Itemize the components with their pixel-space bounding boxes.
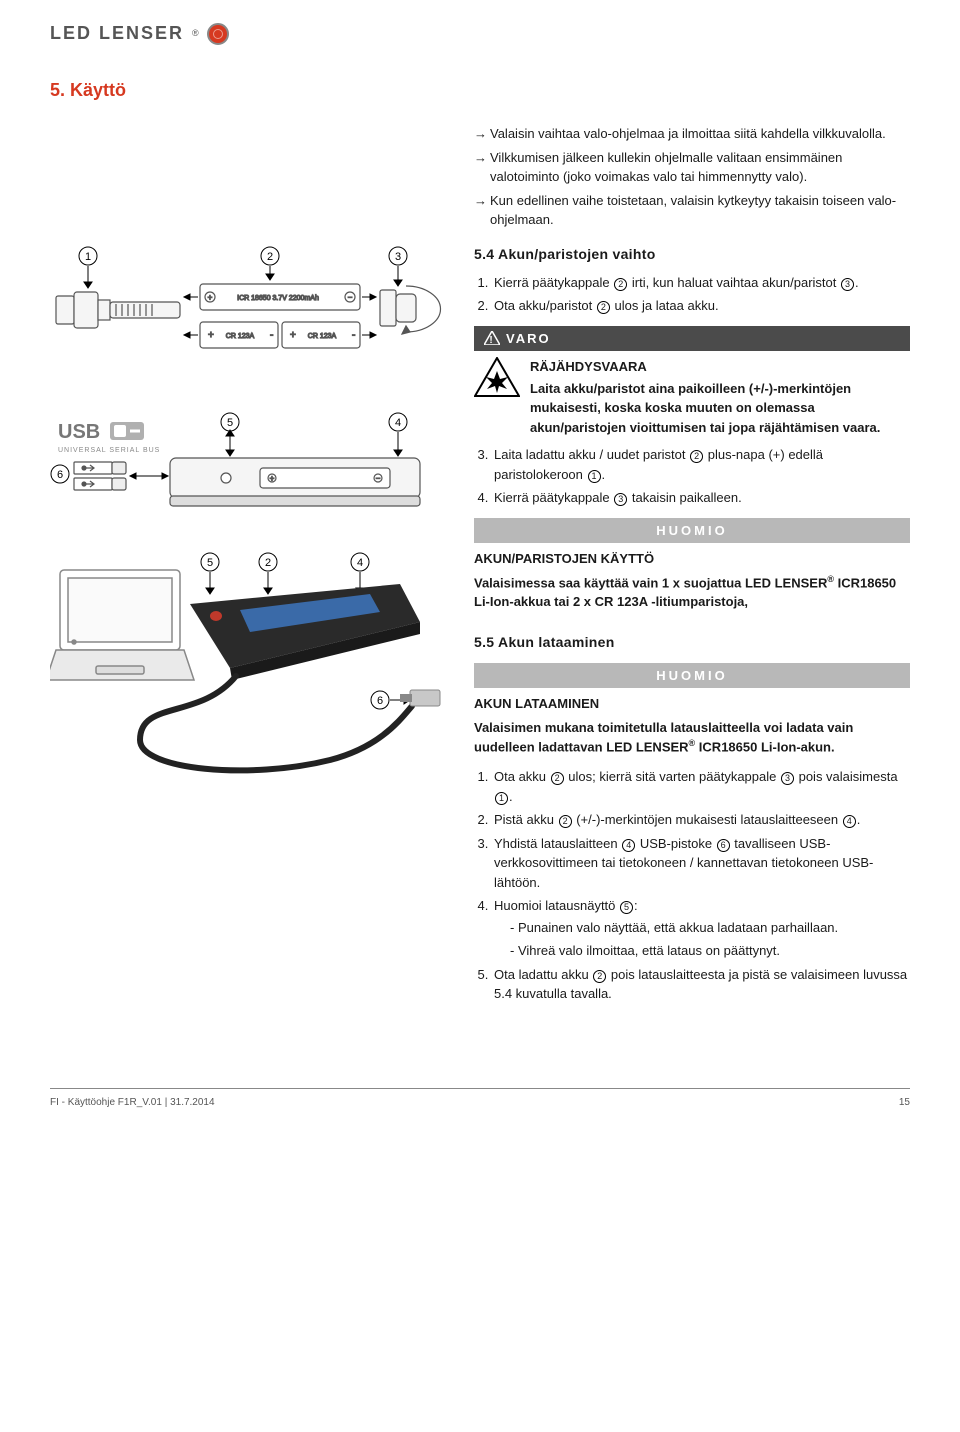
intro-item: Vilkkumisen jälkeen kullekin ohjelmalle … bbox=[474, 148, 910, 187]
warning-label: VARO bbox=[506, 329, 551, 349]
svg-text:CR 123A: CR 123A bbox=[308, 333, 337, 340]
step: Ota ladattu akku 2 pois latauslaitteesta… bbox=[492, 965, 910, 1004]
svg-text:2: 2 bbox=[267, 251, 273, 263]
step: Kierrä päätykappale 3 takaisin paikallee… bbox=[492, 488, 910, 508]
explosion-icon bbox=[474, 357, 520, 397]
svg-text:−: − bbox=[348, 293, 353, 302]
logo-dot-icon bbox=[207, 23, 229, 45]
notice-text-5-5: Valaisimen mukana toimitetulla latauslai… bbox=[474, 718, 910, 757]
svg-text:+: + bbox=[208, 330, 214, 341]
notice-title: AKUN/PARISTOJEN KÄYTTÖ bbox=[474, 549, 910, 569]
step: Yhdistä latauslaitteen 4 USB-pistoke 6 t… bbox=[492, 834, 910, 893]
registered-mark: ® bbox=[192, 27, 199, 41]
svg-text:ICR 18650 3.7V 2200mAh: ICR 18650 3.7V 2200mAh bbox=[237, 295, 319, 302]
warning-bar: ! VARO bbox=[474, 326, 910, 352]
warning-triangle-icon: ! bbox=[484, 331, 500, 345]
svg-text:UNIVERSAL SERIAL BUS: UNIVERSAL SERIAL BUS bbox=[58, 447, 160, 454]
diagram-charger: USB UNIVERSAL SERIAL BUS 6 5 4 bbox=[50, 402, 450, 532]
step: Pistä akku 2 (+/-)-merkintöjen mukaisest… bbox=[492, 810, 910, 830]
svg-text:+: + bbox=[208, 293, 213, 302]
svg-text:-: - bbox=[352, 330, 355, 341]
explosion-warning: RÄJÄHDYSVAARA Laita akku/paristot aina p… bbox=[474, 357, 910, 437]
danger-text: Laita akku/paristot aina paikoilleen (+/… bbox=[530, 379, 910, 438]
svg-text:2: 2 bbox=[265, 557, 271, 569]
section-title: 5. Käyttö bbox=[50, 77, 910, 104]
diagram-flashlight: 1 2 3 bbox=[50, 244, 450, 384]
heading-5-5: 5.5 Akun lataaminen bbox=[474, 632, 910, 653]
svg-text:!: ! bbox=[489, 335, 494, 345]
svg-text:CR 123A: CR 123A bbox=[226, 333, 255, 340]
svg-text:4: 4 bbox=[395, 417, 401, 429]
diagram-laptop: 5 2 4 6 bbox=[50, 550, 450, 790]
step: Ota akku 2 ulos; kierrä sitä varten päät… bbox=[492, 767, 910, 806]
notice-bar: HUOMIO bbox=[474, 518, 910, 544]
svg-text:-: - bbox=[270, 330, 273, 341]
step: Huomioi latausnäyttö 5: Punainen valo nä… bbox=[492, 896, 910, 961]
notice-bar-5-5: HUOMIO bbox=[474, 663, 910, 689]
step: Ota akku/paristot 2 ulos ja lataa akku. bbox=[492, 296, 910, 316]
svg-text:6: 6 bbox=[57, 469, 63, 481]
step: Laita ladattu akku / uudet paristot 2 pl… bbox=[492, 445, 910, 484]
svg-text:+: + bbox=[270, 474, 275, 483]
diagram-column: 1 2 3 bbox=[50, 124, 450, 1008]
steps-5-5: Ota akku 2 ulos; kierrä sitä varten päät… bbox=[474, 767, 910, 1004]
svg-text:−: − bbox=[376, 474, 381, 483]
brand-header: LED LENSER ® bbox=[50, 20, 910, 47]
notice-text: Valaisimessa saa käyttää vain 1 x suojat… bbox=[474, 573, 910, 612]
notice-title-5-5: AKUN LATAAMINEN bbox=[474, 694, 910, 714]
svg-text:USB: USB bbox=[58, 421, 100, 443]
footer-left: FI - Käyttöohje F1R_V.01 | 31.7.2014 bbox=[50, 1095, 215, 1110]
danger-title: RÄJÄHDYSVAARA bbox=[530, 357, 910, 377]
page-footer: FI - Käyttöohje F1R_V.01 | 31.7.2014 15 bbox=[50, 1088, 910, 1110]
svg-text:6: 6 bbox=[377, 695, 383, 707]
steps-5-4-b: Laita ladattu akku / uudet paristot 2 pl… bbox=[474, 445, 910, 508]
svg-text:1: 1 bbox=[85, 251, 91, 263]
intro-item: Valaisin vaihtaa valo-ohjelmaa ja ilmoit… bbox=[474, 124, 910, 144]
footer-page: 15 bbox=[899, 1095, 910, 1110]
svg-text:5: 5 bbox=[227, 417, 233, 429]
logo-text: LED LENSER bbox=[50, 20, 184, 47]
heading-5-4: 5.4 Akun/paristojen vaihto bbox=[474, 244, 910, 265]
svg-text:3: 3 bbox=[395, 251, 401, 263]
svg-text:5: 5 bbox=[207, 557, 213, 569]
intro-list: Valaisin vaihtaa valo-ohjelmaa ja ilmoit… bbox=[474, 124, 910, 230]
text-column: Valaisin vaihtaa valo-ohjelmaa ja ilmoit… bbox=[474, 124, 910, 1008]
steps-5-4-a: Kierrä päätykappale 2 irti, kun haluat v… bbox=[474, 273, 910, 316]
svg-text:+: + bbox=[290, 330, 296, 341]
sub-item: Punainen valo näyttää, että akkua ladata… bbox=[508, 918, 910, 938]
svg-text:4: 4 bbox=[357, 557, 363, 569]
step: Kierrä päätykappale 2 irti, kun haluat v… bbox=[492, 273, 910, 293]
sub-item: Vihreä valo ilmoittaa, että lataus on pä… bbox=[508, 941, 910, 961]
intro-item: Kun edellinen vaihe toistetaan, valaisin… bbox=[474, 191, 910, 230]
